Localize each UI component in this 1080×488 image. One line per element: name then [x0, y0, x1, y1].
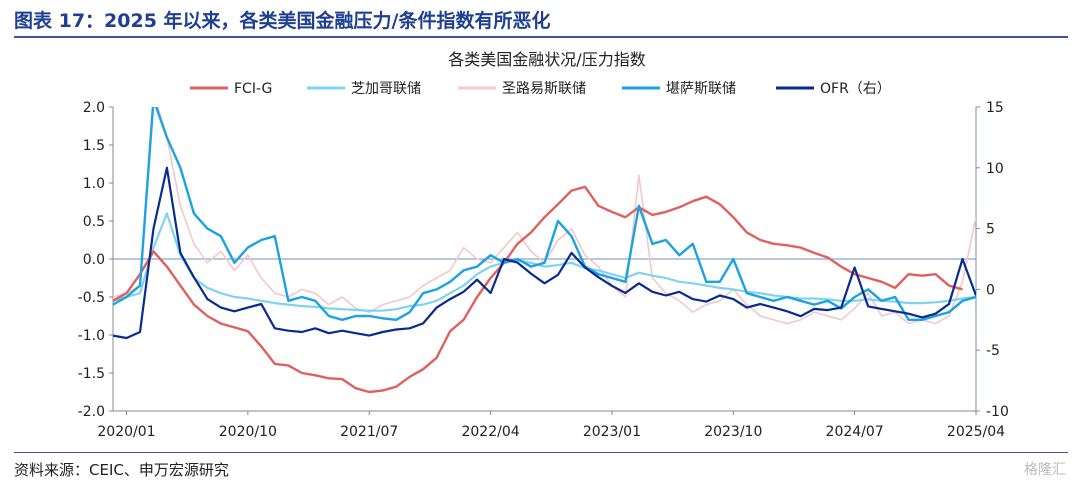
legend-label: 圣路易斯联储: [502, 81, 586, 97]
chart: 各类美国金融状况/压力指数 FCI-G 芝加哥联储 圣路易斯联储 堪萨斯联储 OFR（右…: [78, 50, 1009, 440]
series-line-0: [113, 185, 963, 394]
y-left-tick-label: 0.0: [83, 252, 105, 268]
x-tick-label: 2022/04: [461, 424, 519, 440]
legend-label: FCI-G: [234, 81, 272, 97]
x-tick-label: 2023/10: [704, 424, 762, 440]
y-right-tick-label: 5: [986, 222, 995, 238]
y-right-tick-label: 10: [986, 161, 1004, 177]
x-tick-label: 2024/07: [826, 424, 884, 440]
y-left-tick-label: -1.5: [78, 366, 105, 382]
y-right-tick-label: -10: [986, 404, 1009, 420]
watermark-logo: 格隆汇: [1024, 462, 1066, 478]
chart-title: 各类美国金融状况/压力指数: [448, 50, 645, 69]
legend-label: 堪萨斯联储: [666, 81, 736, 97]
y-right-tick-label: 15: [986, 100, 1004, 116]
y-left-tick-label: -1.0: [78, 328, 105, 344]
y-left-tick-label: 0.5: [83, 214, 105, 230]
x-tick-label: 2023/01: [583, 424, 641, 440]
y-left-tick-label: 2.0: [83, 100, 105, 116]
x-tick-label: 2020/01: [97, 424, 155, 440]
series-line-4: [113, 166, 976, 340]
y-left-tick-label: 1.0: [83, 176, 105, 192]
x-tick-label: 2021/07: [340, 424, 398, 440]
figure-title: 图表 17：2025 年以来，各类美国金融压力/条件指数有所恶化: [14, 10, 551, 32]
source-note: 资料来源：CEIC、申万宏源研究: [14, 461, 229, 479]
x-tick-label: 2020/10: [219, 424, 277, 440]
legend: FCI-G 芝加哥联储 圣路易斯联储 堪萨斯联储 OFR（右）: [190, 81, 891, 97]
series-line-1: [113, 212, 976, 312]
legend-label: OFR（右）: [820, 81, 891, 97]
series-line-3: [113, 107, 976, 321]
series-layer: [113, 107, 976, 394]
source-rule: [14, 452, 1068, 453]
y-left-tick-label: -2.0: [78, 404, 105, 420]
x-tick-label: 2025/04: [947, 424, 1005, 440]
y-left-tick-label: 1.5: [83, 138, 105, 154]
y-left-tick-label: -0.5: [78, 290, 105, 306]
y-right-tick-label: -5: [986, 343, 1000, 359]
y-right-tick-label: 0: [986, 282, 995, 298]
axes: 2.0 1.5 1.0 0.5 0.0 -0.5 -1.0 -1.5 -2.0 15 10 5 0 -5 -…: [78, 100, 1009, 440]
title-rule: [14, 36, 1068, 38]
legend-label: 芝加哥联储: [351, 81, 421, 97]
